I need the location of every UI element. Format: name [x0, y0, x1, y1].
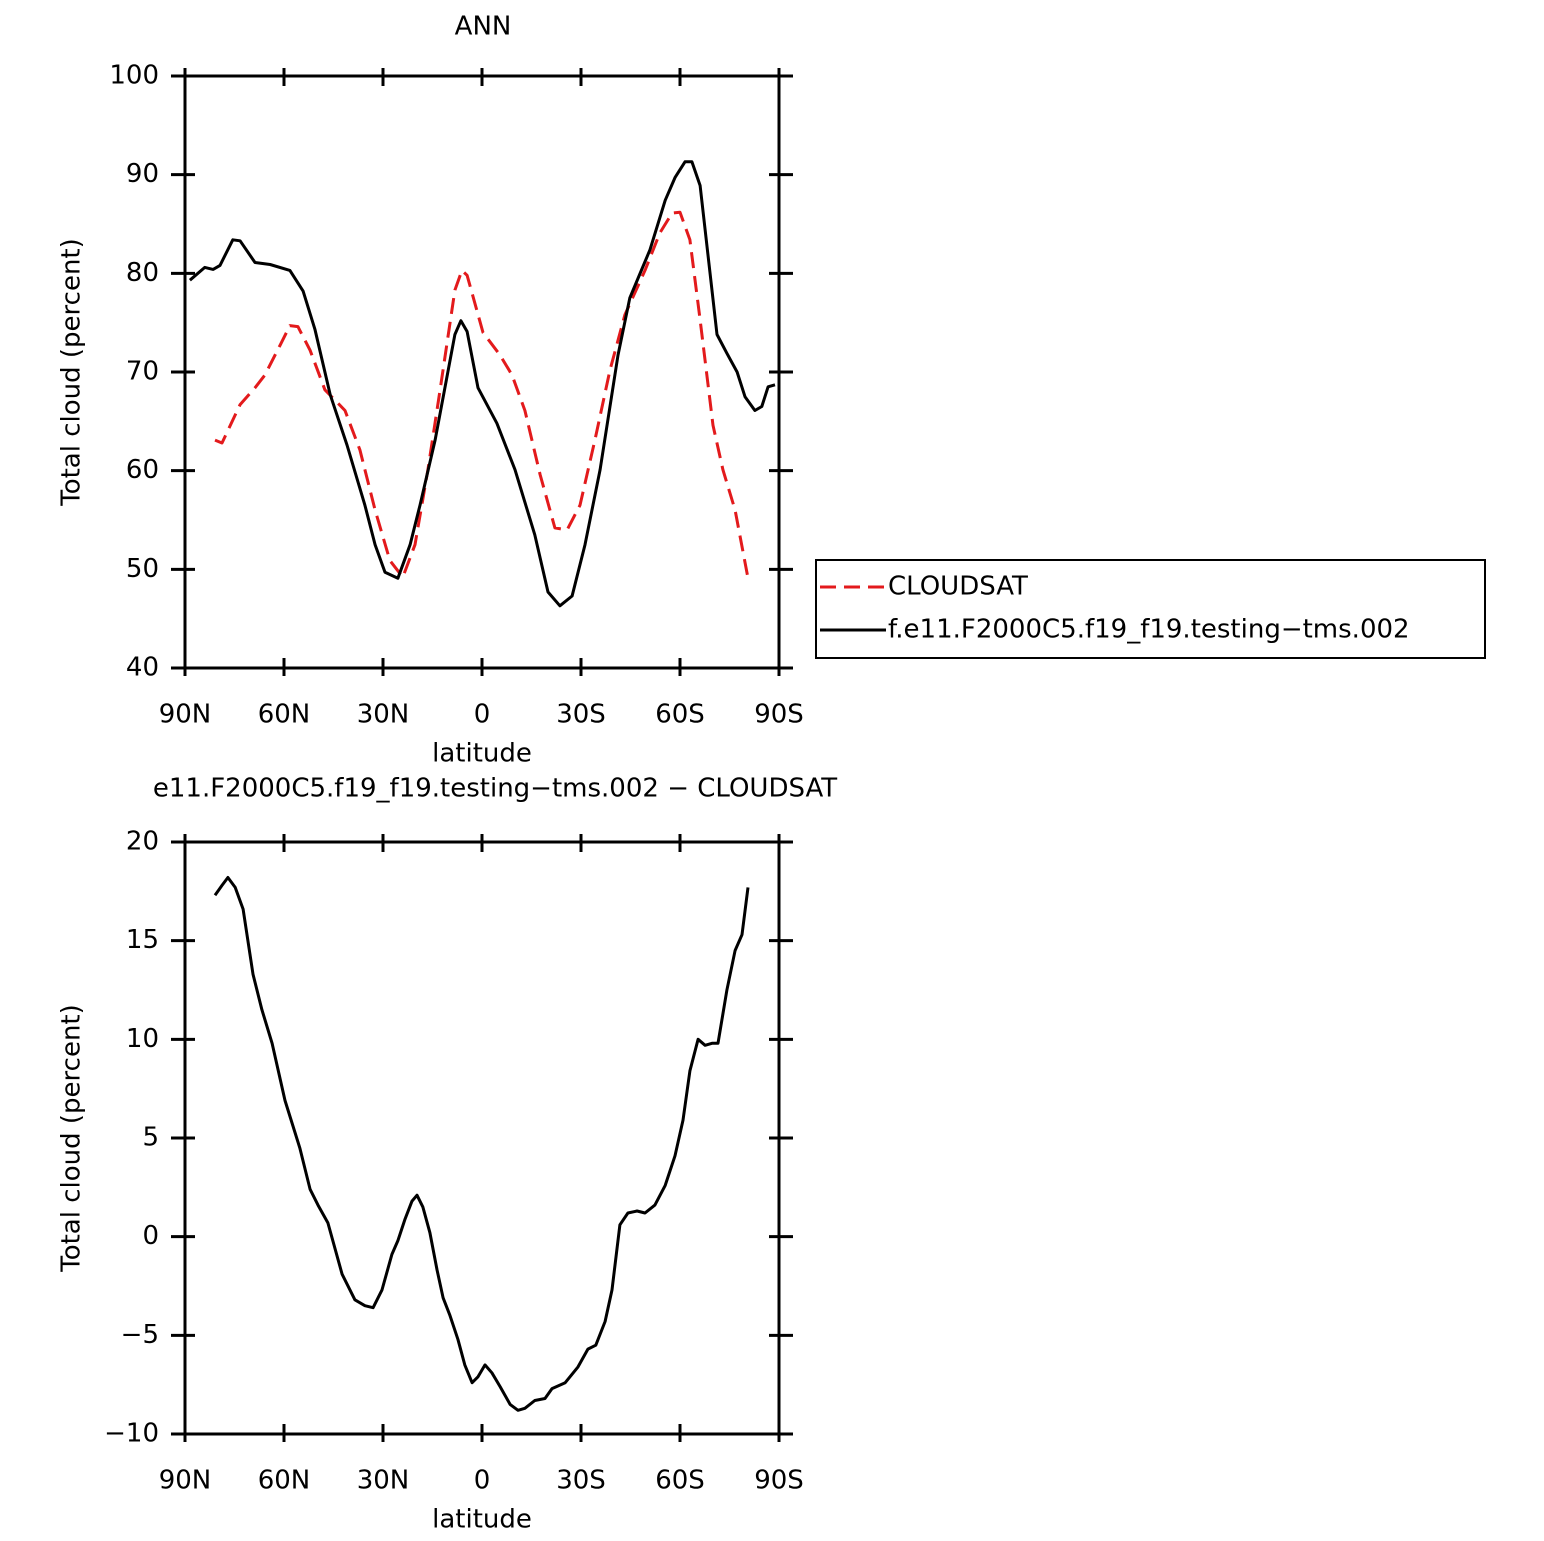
y-tick-label: 20 [126, 827, 159, 857]
x-axis-label: latitude [432, 1505, 532, 1535]
data-line [214, 210, 750, 579]
y-tick-label: 80 [126, 258, 159, 288]
x-tick-label: 30N [357, 700, 410, 730]
y-axis-label: Total cloud (percent) [57, 238, 87, 507]
y-tick-label: 40 [126, 653, 159, 683]
x-tick-label: 60N [258, 700, 311, 730]
x-tick-label: 90N [159, 700, 212, 730]
y-tick-label: 15 [126, 925, 159, 955]
y-tick-label: 50 [126, 554, 159, 584]
plot-frame [183, 840, 781, 1436]
y-tick-label: 60 [126, 455, 159, 485]
x-tick-label: 30N [357, 1466, 410, 1496]
legend-box [815, 559, 1486, 659]
x-axis-label: latitude [432, 739, 532, 769]
legend-label: CLOUDSAT [888, 572, 1028, 602]
x-tick-label: 90S [754, 1466, 804, 1496]
x-tick-label: 90S [754, 700, 804, 730]
legend-label: f.e11.F2000C5.f19_f19.testing−tms.002 [888, 615, 1410, 645]
x-tick-label: 0 [474, 700, 491, 730]
y-tick-label: 10 [126, 1024, 159, 1054]
y-tick-label: 100 [109, 61, 159, 91]
y-tick-label: 90 [126, 159, 159, 189]
data-line [213, 876, 750, 1412]
x-tick-label: 90N [159, 1466, 212, 1496]
x-tick-label: 30S [556, 1466, 606, 1496]
y-axis-label: Total cloud (percent) [57, 1004, 87, 1273]
x-tick-label: 60N [258, 1466, 311, 1496]
x-tick-label: 30S [556, 700, 606, 730]
data-line [188, 160, 776, 608]
x-tick-label: 60S [655, 700, 705, 730]
x-tick-label: 60S [655, 1466, 705, 1496]
chart-title: ANN [455, 12, 512, 42]
x-tick-label: 0 [474, 1466, 491, 1496]
y-tick-label: −5 [121, 1320, 159, 1350]
y-tick-label: −10 [104, 1419, 159, 1449]
chart-title: e11.F2000C5.f19_f19.testing−tms.002 − CL… [153, 774, 837, 804]
plot-frame [183, 74, 781, 670]
y-tick-label: 70 [126, 357, 159, 387]
y-tick-label: 5 [142, 1123, 159, 1153]
y-tick-label: 0 [142, 1221, 159, 1251]
